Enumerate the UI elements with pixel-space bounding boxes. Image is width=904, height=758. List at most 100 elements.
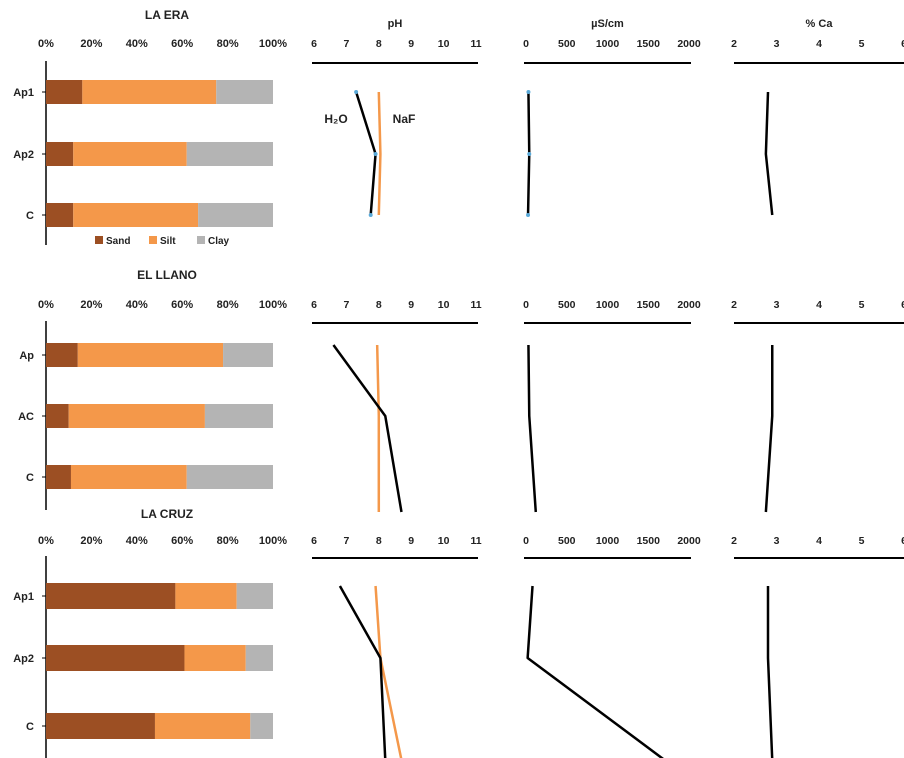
bar-sand — [46, 142, 74, 166]
ph-naf-line — [374, 585, 403, 758]
bar-clay — [245, 645, 273, 671]
tick-label: 5 — [859, 38, 865, 50]
horizon-label: C — [26, 210, 34, 222]
tick-label: 1000 — [596, 38, 620, 50]
bar-sand — [46, 465, 71, 489]
texture-tick-label: 0% — [38, 535, 54, 547]
bar-clay — [223, 343, 273, 367]
bar-silt — [73, 142, 187, 166]
horizon-label: Ap1 — [13, 87, 34, 99]
ph-h2o-line — [354, 91, 377, 216]
ph-h2o-line — [338, 585, 387, 758]
texture-tick-label: 60% — [171, 535, 193, 547]
texture-tick-label: 60% — [171, 299, 193, 311]
bar-sand — [46, 583, 176, 609]
ca-line — [764, 91, 774, 216]
tick-label: 2 — [731, 299, 737, 311]
texture-tick-label: 20% — [80, 535, 102, 547]
tick-label: 2 — [731, 535, 737, 547]
texture-tick-label: 100% — [259, 535, 287, 547]
ph-h2o-line-point — [373, 152, 378, 156]
tick-label: 1000 — [596, 535, 620, 547]
tick-label: 3 — [774, 38, 780, 50]
site-panel-1: EL LLANO 0% 20% 40% 60% 80% 100% Ap AC C 6 7 8 9 10 11 0… — [18, 268, 904, 513]
tick-label: 0 — [523, 38, 529, 50]
ec-line — [527, 344, 538, 513]
tick-label: 11 — [470, 299, 481, 311]
bar-silt — [154, 713, 251, 739]
bar-silt — [70, 465, 187, 489]
axis-title: % Ca — [806, 18, 834, 30]
tick-label: 6 — [311, 299, 317, 311]
horizon-label: Ap1 — [13, 591, 34, 603]
tick-label: 500 — [558, 535, 576, 547]
tick-label: 1500 — [637, 535, 661, 547]
ca-line — [766, 586, 774, 758]
tick-label: 1000 — [596, 299, 620, 311]
bar-sand — [46, 404, 69, 428]
tick-label: 5 — [859, 299, 865, 311]
texture-tick-label: 80% — [217, 38, 239, 50]
legend-swatch — [197, 236, 205, 244]
tick-label: 9 — [408, 299, 414, 311]
legend-label: Clay — [208, 236, 230, 247]
ph-naf-line — [375, 344, 381, 512]
tick-label: 500 — [558, 38, 576, 50]
site-title: EL LLANO — [137, 268, 197, 282]
texture-tick-label: 80% — [217, 535, 239, 547]
horizon-label: Ap — [19, 350, 34, 362]
texture-tick-label: 60% — [171, 38, 193, 50]
tick-label: 6 — [311, 38, 317, 50]
tick-label: 2 — [731, 38, 737, 50]
bar-sand — [46, 713, 155, 739]
axis-title: µS/cm — [591, 18, 624, 30]
tick-label: 0 — [523, 535, 529, 547]
tick-label: 9 — [408, 38, 414, 50]
tick-label: 9 — [408, 535, 414, 547]
series-label-h2o: H₂O — [324, 112, 347, 126]
legend-label: Silt — [160, 236, 176, 247]
tick-label: 8 — [376, 535, 382, 547]
texture-tick-label: 20% — [80, 38, 102, 50]
texture-tick-label: 100% — [259, 38, 287, 50]
texture-tick-label: 40% — [126, 535, 148, 547]
bar-clay — [198, 203, 273, 227]
ec-line-point — [527, 152, 532, 156]
tick-label: 2000 — [677, 299, 701, 311]
bar-sand — [46, 343, 78, 367]
series-label-naf: NaF — [393, 112, 416, 126]
axis-title: pH — [388, 18, 403, 30]
tick-label: 10 — [438, 38, 450, 50]
legend-swatch — [95, 236, 103, 244]
site-title: LA ERA — [145, 8, 190, 22]
tick-label: 1500 — [637, 299, 661, 311]
texture-tick-label: 0% — [38, 38, 54, 50]
site-panel-0: LA ERA 0% 20% 40% 60% 80% 100% Ap1 Ap2 C Sand Silt C… — [13, 8, 904, 247]
texture-tick-label: 100% — [259, 299, 287, 311]
tick-label: 11 — [470, 38, 481, 50]
ca-line — [764, 345, 774, 513]
site-title: LA CRUZ — [141, 507, 193, 521]
tick-label: 0 — [523, 299, 529, 311]
tick-label: 3 — [774, 535, 780, 547]
tick-label: 5 — [859, 535, 865, 547]
tick-label: 10 — [438, 535, 450, 547]
bar-clay — [186, 142, 273, 166]
texture-tick-label: 80% — [217, 299, 239, 311]
bar-sand — [46, 80, 83, 104]
tick-label: 4 — [816, 299, 822, 311]
site-panel-2: LA CRUZ 0% 20% 40% 60% 80% 100% Ap1 Ap2 C 6 7 8 9 10 11… — [13, 507, 904, 758]
ec-line-point — [526, 213, 531, 217]
tick-label: 11 — [470, 535, 481, 547]
texture-tick-label: 40% — [126, 38, 148, 50]
bar-silt — [82, 80, 217, 104]
horizon-label: AC — [18, 411, 34, 423]
bar-clay — [250, 713, 273, 739]
tick-label: 4 — [816, 535, 822, 547]
horizon-label: Ap2 — [13, 149, 34, 161]
bar-clay — [186, 465, 273, 489]
tick-label: 8 — [376, 38, 382, 50]
bar-silt — [68, 404, 205, 428]
texture-tick-label: 40% — [126, 299, 148, 311]
